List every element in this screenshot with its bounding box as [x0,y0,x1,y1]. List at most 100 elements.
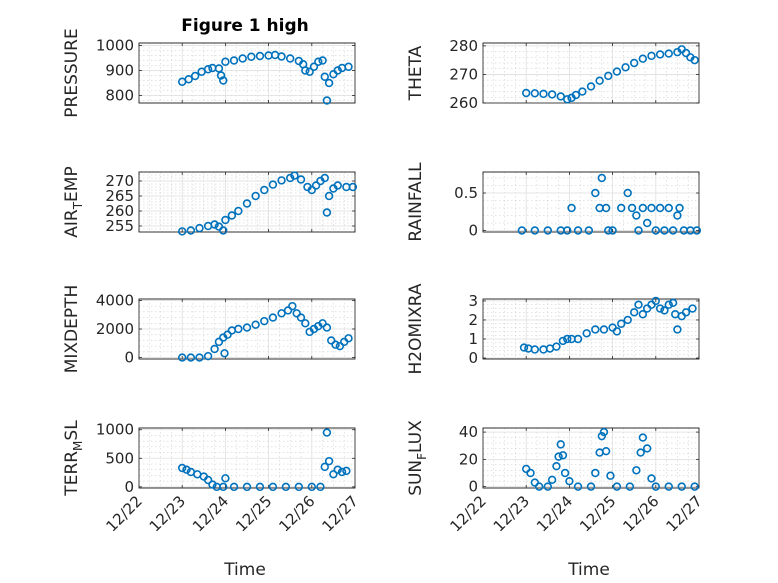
data-point [601,446,611,456]
data-point [219,482,228,492]
data-point [591,468,600,478]
data-point [554,452,563,461]
y-tick-label: 255 [105,217,134,235]
data-point [223,330,232,339]
data-point [344,334,353,343]
data-point [675,203,684,213]
data-point [214,337,224,347]
data-point [335,341,345,351]
data-point [621,63,630,72]
data-point [324,191,334,201]
data-point [638,310,648,319]
data-point [314,57,323,66]
panel-top-right: 260 270 280 THETA [406,37,700,112]
data-point [324,78,334,88]
data-point [322,96,332,105]
y-axis-label: PRESSURE [62,28,82,117]
data-point [195,353,204,362]
data-point [320,173,329,183]
data-point [294,482,304,492]
data-point [320,72,329,81]
data-point [560,468,570,478]
data-point [320,462,329,472]
data-point [286,173,295,183]
y-axis-label: AIRTEMP [62,166,85,237]
data-point [283,306,293,315]
y-axis-label-main: SUN [406,460,426,496]
data-point [578,87,587,96]
y-tick-label: 1 [468,330,478,348]
data-point [664,203,673,213]
data-point [617,203,626,213]
y-tick-label: 500 [105,449,134,467]
data-point [186,353,196,362]
data-point [203,351,213,361]
data-point [333,465,342,474]
y-axis-label: TERRMSL [62,420,85,497]
data-point [690,55,699,65]
data-point [677,482,686,491]
data-point [599,325,609,334]
data-point [591,188,600,198]
data-point [606,471,615,480]
data-point [290,171,299,180]
y-tick-label: 2000 [96,320,134,338]
data-point [348,182,358,192]
data-point [567,203,576,213]
data-point [586,482,596,491]
panel-lower-left: 0 2000 4000 MIXDEPTH [62,285,356,373]
y-axis-label-tail: LUX [406,420,426,453]
data-point [322,428,332,437]
data-point [301,319,310,328]
data-point [655,304,665,313]
y-axis-label-tail: EMP [62,166,82,202]
data-point [195,223,204,233]
data-point [530,89,540,98]
data-point [219,226,228,235]
y-axis-label: RAINFALL [406,162,426,242]
data-point [281,482,291,492]
data-point [331,340,340,349]
data-point [184,75,193,84]
data-point [638,203,648,213]
data-point [182,465,191,474]
y-tick-label: 3 [468,292,478,310]
plot-area [482,427,700,489]
data-point [307,482,316,492]
data-point [277,176,286,185]
y-axis-label-subscript: M [71,441,85,451]
data-point [296,313,306,322]
data-point [604,226,613,235]
y-tick-label: 270 [449,65,478,83]
data-point [612,327,622,336]
y-tick-label: 0 [124,478,134,496]
data-point [642,444,652,453]
y-tick-label: 1000 [96,37,134,55]
data-point [203,475,213,485]
data-point [543,226,552,235]
data-point [220,349,229,358]
data-point [221,474,230,483]
data-point [178,227,187,236]
y-tick-label: 280 [449,37,478,55]
x-axis-label-left: Time [223,560,266,580]
data-point [612,482,622,491]
data-point [673,211,682,220]
data-point [301,66,310,75]
data-point [552,342,561,351]
y-tick-label: 40 [459,423,478,441]
data-point [178,353,187,362]
y-tick-label: 260 [449,94,478,112]
y-axis-label-main: PRESSURE [62,28,82,117]
data-point [227,211,237,220]
y-tick-label: 800 [105,87,134,105]
data-point [208,480,217,489]
data-point [229,56,239,65]
data-point [651,296,660,306]
data-point [623,315,632,325]
data-point [681,48,691,58]
data-point [625,482,635,491]
data-point [664,49,673,58]
